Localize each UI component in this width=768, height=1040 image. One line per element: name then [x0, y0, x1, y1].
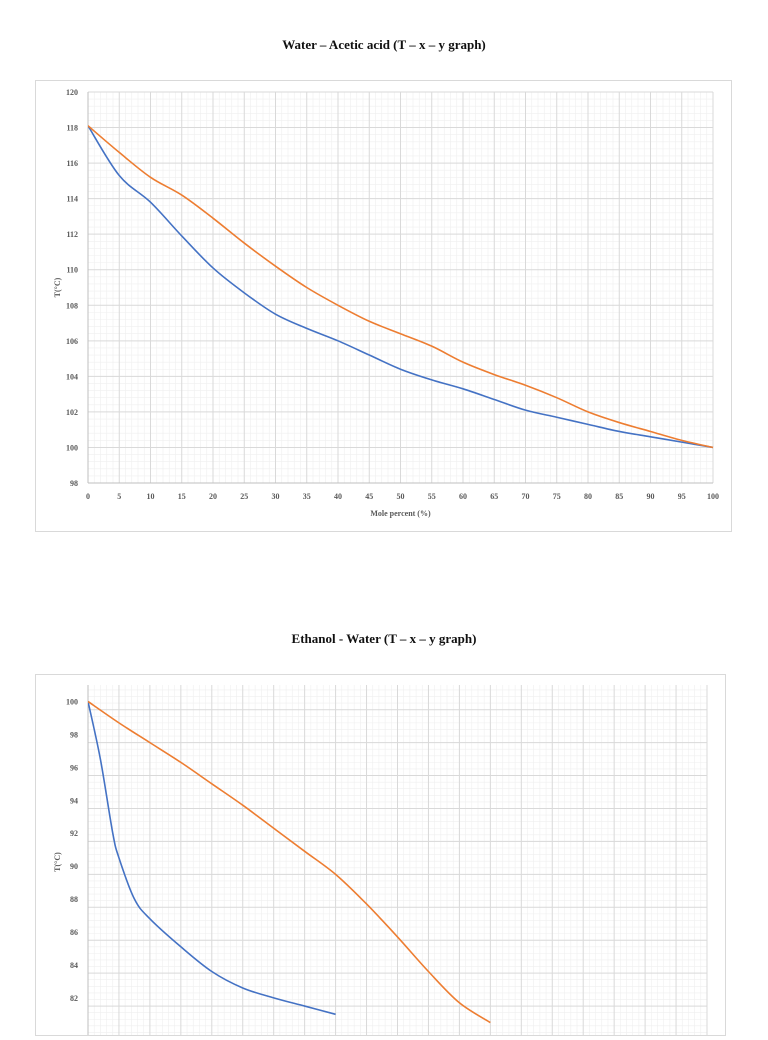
x-tick-label: 70	[522, 492, 530, 501]
liquid-curve	[88, 701, 336, 1016]
x-tick-label: 65	[490, 492, 498, 501]
y-tick-label: 120	[66, 88, 78, 97]
y-tick-label: 118	[66, 124, 78, 133]
y-axis-label: T(°C)	[53, 277, 62, 297]
chart2-frame: 82 84 86 88 90 92 94 96 98 100 T(°C)	[35, 674, 726, 1040]
x-tick-label: 95	[678, 492, 686, 501]
chart2-title: Ethanol - Water (T – x – y graph)	[291, 631, 477, 646]
y-tick-label: 102	[66, 408, 78, 417]
grid	[87, 685, 708, 1040]
y-tick-label: 100	[66, 697, 78, 706]
x-tick-label: 0	[86, 492, 90, 501]
y-tick-label: 84	[70, 961, 78, 970]
x-tick-label: 85	[615, 492, 623, 501]
x-tick-label: 5	[117, 492, 121, 501]
y-tick-label: 98	[70, 479, 78, 488]
x-tick-label: 100	[707, 492, 719, 501]
liquid-curve	[88, 125, 714, 449]
y-tick-label: 98	[70, 730, 78, 739]
x-tick-label: 80	[584, 492, 592, 501]
x-tick-label: 15	[178, 492, 186, 501]
y-tick-label: 112	[66, 230, 78, 239]
x-tick-label: 10	[147, 492, 155, 501]
chart1-frame: 98 100 102 104 106 108 110 112 114 116 118 120 0 5 10 1…	[35, 80, 732, 532]
x-tick-label: 55	[428, 492, 436, 501]
x-tick-label: 30	[272, 492, 280, 501]
y-tick-label: 100	[66, 443, 78, 452]
y-tick-label: 106	[66, 337, 78, 346]
x-tick-label: 50	[397, 492, 405, 501]
x-tick-label: 20	[209, 492, 217, 501]
x-tick-label: 45	[365, 492, 373, 501]
x-tick-label: 90	[647, 492, 655, 501]
x-tick-label: 35	[303, 492, 311, 501]
x-tick-label: 75	[553, 492, 561, 501]
x-tick-label: 40	[334, 492, 342, 501]
y-tick-label: 92	[70, 829, 78, 838]
y-tick-label: 114	[66, 195, 78, 204]
y-axis-label: T(°C)	[53, 852, 62, 872]
y-tick-label: 86	[70, 928, 78, 937]
chart1-plot: 98 100 102 104 106 108 110 112 114 116 118 120 0 5 10 1…	[53, 88, 719, 518]
vapor-curve	[88, 700, 491, 1024]
x-tick-label: 60	[459, 492, 467, 501]
chart2-plot: 82 84 86 88 90 92 94 96 98 100 T(°C)	[53, 685, 708, 1040]
y-tick-label: 90	[70, 862, 78, 871]
grid	[87, 91, 714, 484]
y-tick-label: 96	[70, 763, 78, 772]
chart1-title: Water – Acetic acid (T – x – y graph)	[282, 37, 486, 52]
x-axis-label: Mole percent (%)	[370, 509, 431, 518]
vapor-curve	[88, 125, 714, 449]
x-tick-label: 25	[240, 492, 248, 501]
y-tick-label: 108	[66, 301, 78, 310]
y-tick-label: 94	[70, 796, 78, 805]
y-tick-label: 116	[66, 159, 78, 168]
y-tick-label: 82	[70, 994, 78, 1003]
y-tick-label: 88	[70, 895, 78, 904]
y-tick-label: 110	[66, 266, 78, 275]
y-tick-label: 104	[66, 372, 78, 381]
